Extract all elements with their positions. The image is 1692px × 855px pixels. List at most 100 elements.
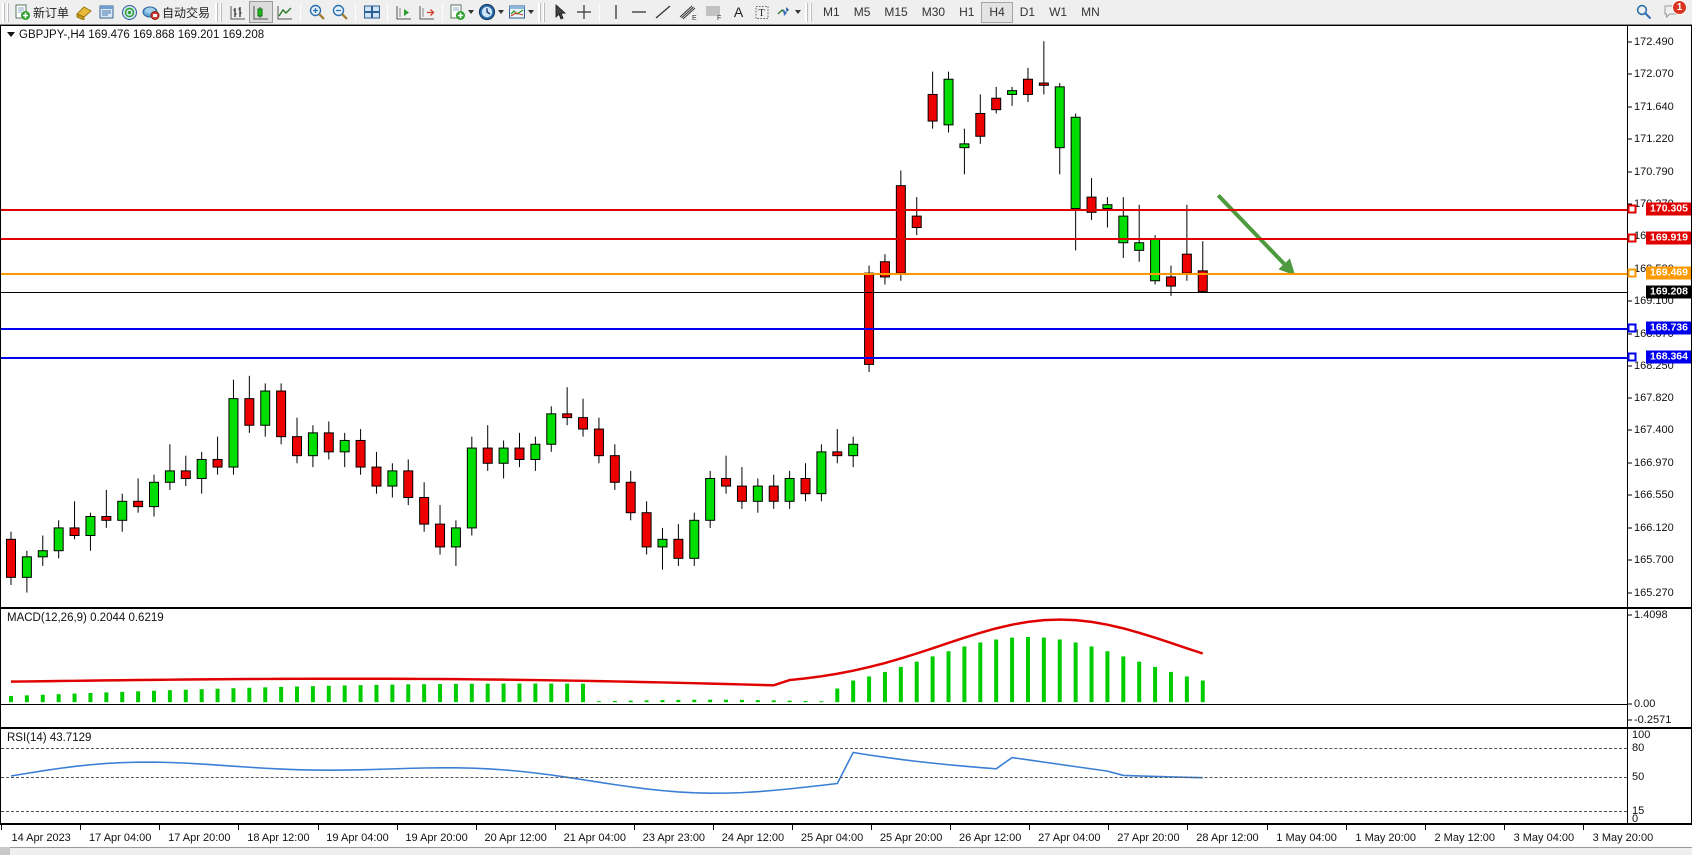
scrollbar-thumb[interactable] — [0, 847, 10, 855]
timeframe-w1[interactable]: W1 — [1049, 5, 1068, 19]
indicator-dropdown-caret[interactable] — [468, 10, 475, 14]
time-axis[interactable]: 3 May 20:00 3 May 04:00 2 May 12:00 1 Ma… — [0, 824, 1692, 855]
period-dropdown-caret[interactable] — [498, 10, 505, 14]
time-label: 19 Apr 20:00 — [405, 832, 468, 844]
auto-scroll-button[interactable] — [415, 1, 438, 23]
svg-text:F: F — [717, 15, 721, 21]
timeframe-h1[interactable]: H1 — [959, 5, 975, 19]
time-label: 27 Apr 04:00 — [1038, 832, 1101, 844]
timeframe-grip[interactable] — [805, 2, 814, 22]
level-line-resistance-2[interactable] — [1, 238, 1627, 241]
data-window-button[interactable] — [95, 1, 118, 23]
timeframe-d1[interactable]: D1 — [1019, 5, 1036, 19]
toolbar-separator-1 — [300, 2, 302, 22]
macd-y-axis[interactable]: 1.4098 0.00 -0.2571 — [1627, 609, 1691, 727]
level-knob-resistance-1[interactable] — [1627, 204, 1637, 214]
time-tick — [238, 825, 240, 830]
horizontal-scrollbar[interactable] — [0, 847, 1692, 855]
indicator-add-button[interactable] — [447, 1, 476, 23]
shift-end-button[interactable] — [392, 1, 415, 23]
time-tick — [554, 825, 556, 830]
search-button[interactable] — [1632, 1, 1655, 23]
text-label-button[interactable]: A — [727, 1, 750, 23]
trendline-button[interactable] — [651, 1, 675, 23]
vertical-line-button[interactable] — [604, 1, 627, 23]
time-label: 27 Apr 20:00 — [1117, 832, 1180, 844]
drawing-tools-grip[interactable] — [538, 2, 547, 22]
price-y-axis[interactable]: 172.490 172.070 171.640 171.220 170.790 … — [1627, 26, 1691, 607]
time-label: 23 Apr 23:00 — [642, 832, 706, 844]
rsi-y-label: 80 — [1632, 742, 1645, 755]
tile-windows-button[interactable] — [360, 1, 383, 23]
price-plot-area[interactable] — [1, 26, 1627, 607]
expert-advisors-button[interactable] — [72, 1, 95, 23]
level-tag-pivot[interactable]: 169.469 — [1646, 266, 1691, 280]
rsi-plot-area[interactable] — [1, 729, 1627, 823]
down-trend-arrow[interactable] — [1216, 194, 1296, 276]
timeframe-mn[interactable]: MN — [1081, 5, 1100, 19]
level-tag-resistance-1[interactable]: 170.305 — [1646, 202, 1691, 216]
time-tick — [317, 825, 319, 830]
level-knob-support-1[interactable] — [1627, 323, 1637, 333]
navigator-button[interactable] — [118, 1, 141, 23]
collapse-triangle-icon[interactable] — [7, 32, 15, 38]
zoom-in-button[interactable] — [305, 1, 328, 23]
autotrading-button[interactable]: 自动交易 — [141, 1, 213, 23]
time-label: 3 May 04:00 — [1513, 832, 1575, 844]
crosshair-button[interactable] — [572, 1, 595, 23]
macd-pane[interactable]: MACD(12,26,9) 0.2044 0.6219 1.4098 0.00 … — [0, 608, 1692, 728]
toolbar-grip[interactable] — [2, 2, 10, 22]
objects-dropdown-caret[interactable] — [795, 10, 802, 14]
level-tag-support-2[interactable]: 168.364 — [1646, 350, 1691, 364]
bar-chart-button[interactable] — [226, 1, 249, 23]
level-line-support-1[interactable] — [1, 328, 1627, 331]
notification-count-badge: 1 — [1672, 0, 1687, 15]
new-order-button[interactable]: 新订单 — [13, 1, 72, 23]
notifications-button[interactable]: 1 — [1661, 0, 1687, 23]
level-tag-last-price[interactable]: 169.208 — [1646, 285, 1691, 299]
period-button[interactable] — [476, 1, 506, 23]
level-tag-resistance-2[interactable]: 169.919 — [1646, 231, 1691, 245]
level-line-resistance-1[interactable] — [1, 208, 1627, 211]
time-tick — [792, 825, 794, 830]
level-knob-support-2[interactable] — [1627, 352, 1637, 362]
line-chart-icon — [277, 5, 292, 19]
price-pane[interactable]: GBPJPY-,H4 169.476 169.868 169.201 169.2… — [0, 25, 1692, 608]
chart-workspace[interactable]: GBPJPY-,H4 169.476 169.868 169.201 169.2… — [0, 25, 1692, 855]
rsi-pane-title: RSI(14) 43.7129 — [7, 732, 92, 744]
chart-tools-grip[interactable] — [215, 2, 224, 22]
toolbar-separator-5 — [599, 2, 601, 22]
autotrading-label: 自动交易 — [162, 5, 211, 20]
level-line-support-2[interactable] — [1, 356, 1627, 359]
timeframe-h4[interactable]: H4 — [981, 1, 1013, 23]
objects-button[interactable] — [773, 1, 803, 23]
templates-dropdown-caret[interactable] — [528, 10, 535, 14]
rsi-series-layer — [10, 751, 1203, 794]
horizontal-line-button[interactable] — [627, 1, 651, 23]
text-box-button[interactable]: T — [750, 1, 773, 23]
timeframe-m1[interactable]: M1 — [823, 5, 840, 19]
candlestick-chart-button[interactable] — [249, 1, 274, 23]
timeframe-m30[interactable]: M30 — [921, 5, 946, 19]
rsi-pane[interactable]: RSI(14) 43.7129 100 80 50 15 0 — [0, 728, 1692, 825]
level-line-last-price[interactable] — [1, 292, 1627, 294]
timeframe-m15[interactable]: M15 — [884, 5, 908, 19]
level-knob-pivot[interactable] — [1627, 268, 1637, 278]
templates-button[interactable] — [506, 1, 536, 23]
level-tag-support-1[interactable]: 168.736 — [1646, 321, 1691, 335]
fibonacci-button[interactable]: F — [701, 1, 727, 23]
zoom-out-button[interactable] — [328, 1, 351, 23]
text-box-icon: T — [755, 5, 769, 19]
price-y-label: 172.490 — [1634, 36, 1674, 49]
time-tick — [1108, 825, 1110, 830]
equidistant-channel-button[interactable]: E — [675, 1, 701, 23]
time-label: 20 Apr 12:00 — [484, 832, 547, 844]
level-knob-resistance-2[interactable] — [1627, 233, 1637, 243]
rsi-y-axis[interactable]: 100 80 50 15 0 — [1619, 729, 1691, 825]
timeframe-m5[interactable]: M5 — [853, 5, 871, 19]
rsi-y-tick — [1619, 748, 1627, 750]
line-chart-button[interactable] — [273, 1, 296, 23]
macd-plot-area[interactable] — [1, 609, 1627, 727]
cursor-button[interactable] — [549, 1, 572, 23]
level-line-pivot[interactable] — [1, 272, 1627, 275]
